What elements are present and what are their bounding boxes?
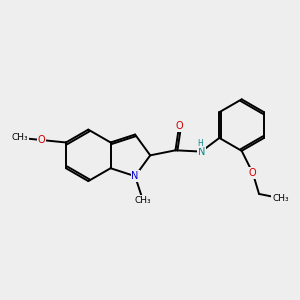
Text: O: O: [38, 135, 45, 145]
Text: CH₃: CH₃: [272, 194, 289, 203]
Text: O: O: [249, 168, 256, 178]
Text: N: N: [131, 171, 139, 181]
Text: CH₃: CH₃: [11, 133, 28, 142]
Text: N: N: [197, 147, 205, 157]
Text: H: H: [197, 139, 203, 148]
Text: CH₃: CH₃: [135, 196, 152, 205]
Text: CH₃: CH₃: [11, 133, 28, 142]
Text: O: O: [175, 121, 183, 131]
